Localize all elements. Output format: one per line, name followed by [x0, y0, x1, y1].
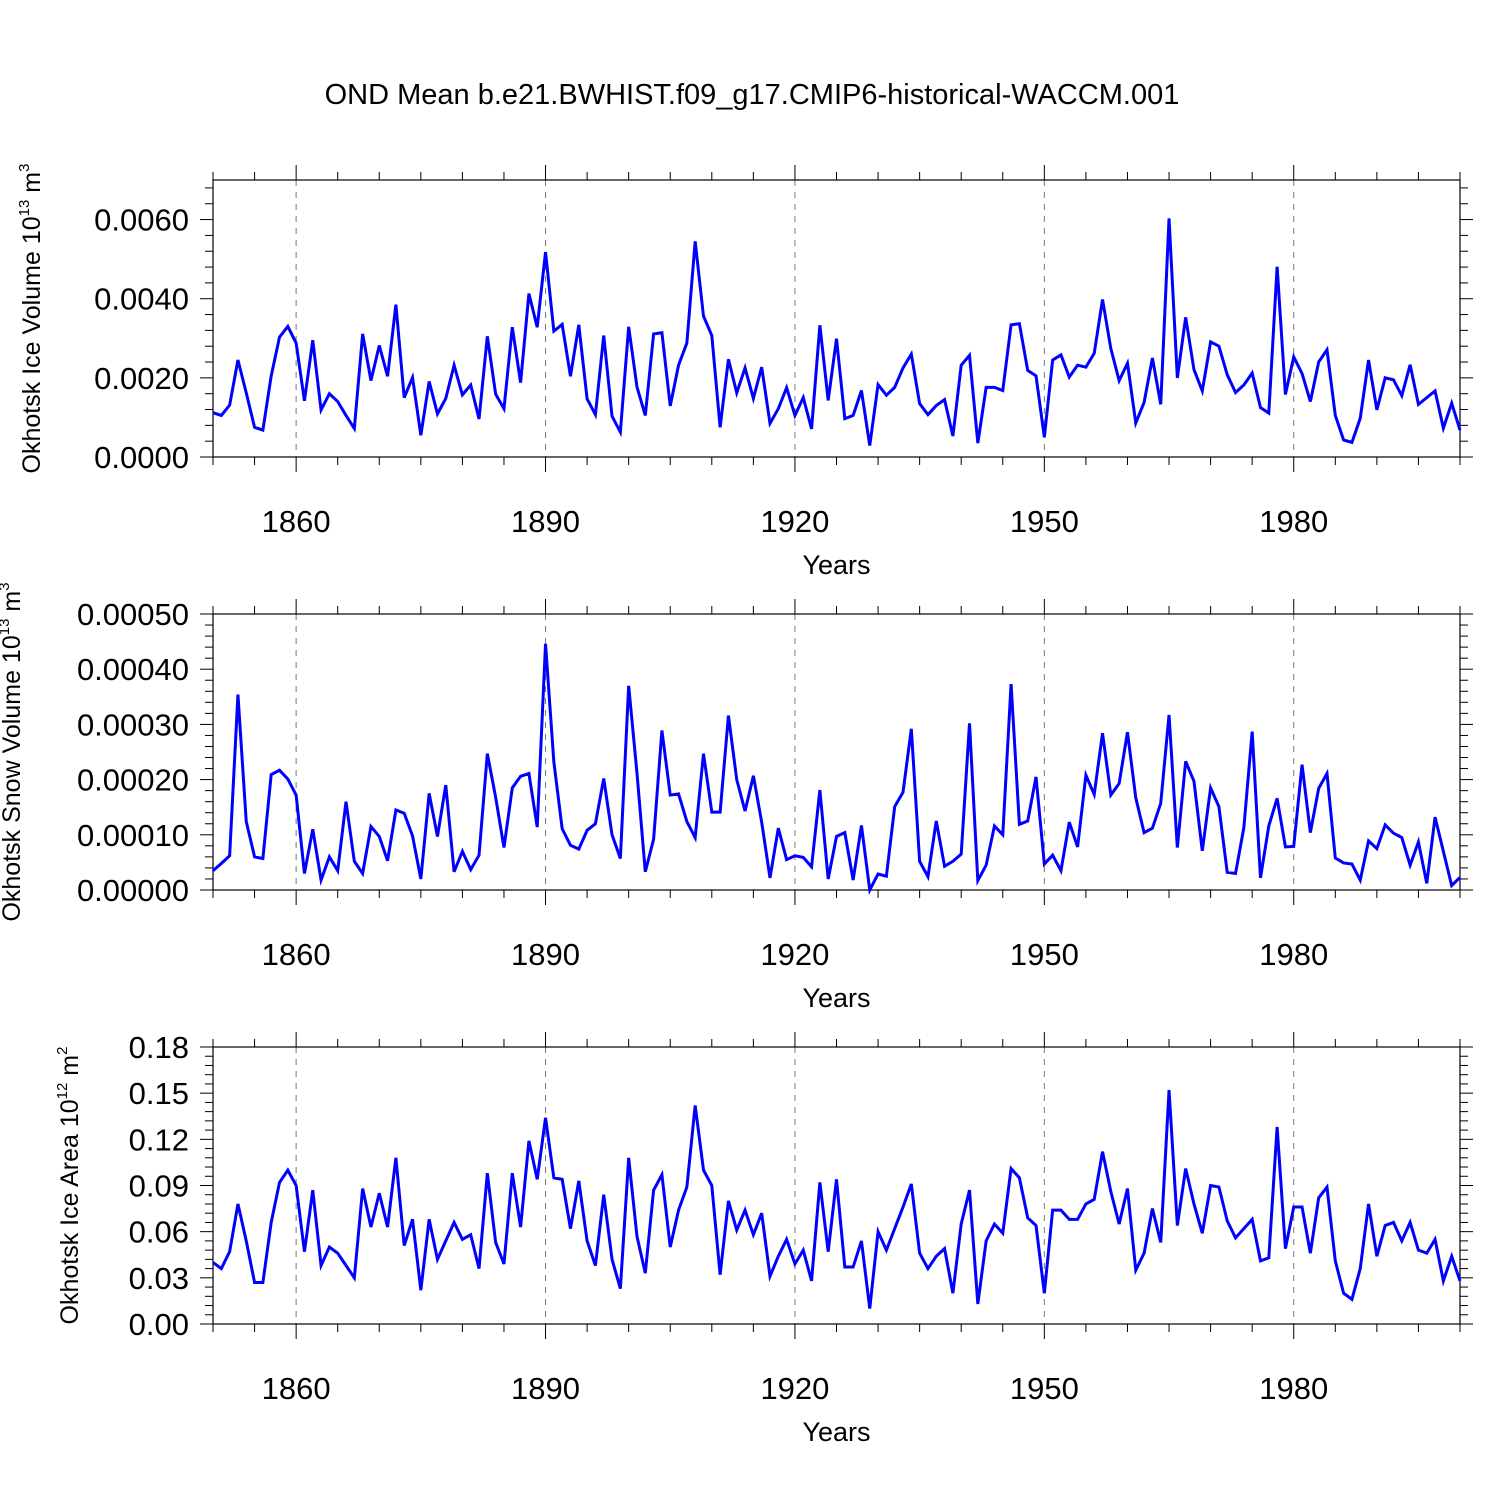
panel-3: 0.00 0.03 0.06 0.09 0.12 0.15 0.18 1860 1890 1920…	[54, 1030, 1473, 1447]
plot-frame	[212, 613, 1461, 891]
series-line	[212, 1089, 1462, 1309]
panels: 0.0000 0.0020 0.0040 0.0060 1860 1890 1920 1950…	[0, 164, 1473, 1447]
panel-1: 0.0000 0.0020 0.0040 0.0060 1860 1890 1920 1950…	[16, 164, 1473, 580]
x-axis-label: Years	[802, 983, 870, 1013]
y-tick-label: 0.00000	[77, 873, 189, 908]
y-tick-label: 0.03	[129, 1261, 189, 1296]
x-tick-label: 1860	[262, 1371, 331, 1406]
y-tick-label: 0.00030	[77, 707, 189, 742]
x-tick-label: 1980	[1259, 504, 1328, 539]
x-tick-label: 1890	[511, 1371, 580, 1406]
x-tick-label: 1950	[1010, 1371, 1079, 1406]
x-tick-label: 1920	[760, 937, 829, 972]
x-tick-label: 1860	[262, 504, 331, 539]
y-tick-label: 0.0060	[94, 203, 189, 238]
x-tick-label: 1920	[760, 504, 829, 539]
y-tick-label: 0.12	[129, 1122, 189, 1157]
x-tick-label: 1950	[1010, 504, 1079, 539]
y-tick-label: 0.0000	[94, 440, 189, 475]
y-tick-label: 0.06	[129, 1215, 189, 1250]
y-axis-label: Okhotsk Ice Area 1012 m2	[54, 1047, 84, 1325]
plot-frame	[212, 1046, 1461, 1325]
y-axis-label: Okhotsk Ice Volume 1013 m3	[16, 164, 46, 474]
chart-title: OND Mean b.e21.BWHIST.f09_g17.CMIP6-hist…	[325, 79, 1180, 111]
x-tick-label: 1860	[262, 937, 331, 972]
series-line	[212, 643, 1462, 895]
x-tick-label: 1890	[511, 937, 580, 972]
y-tick-label: 0.00020	[77, 763, 189, 798]
y-tick-label: 0.00050	[77, 597, 189, 632]
y-tick-label: 0.18	[129, 1030, 189, 1065]
x-axis-label: Years	[802, 1417, 870, 1447]
panel-2: 0.00000 0.00010 0.00020 0.00030 0.00040 0.000…	[0, 582, 1473, 1013]
y-tick-label: 0.09	[129, 1169, 189, 1204]
y-tick-label: 0.0040	[94, 282, 189, 317]
x-tick-label: 1980	[1259, 1371, 1328, 1406]
plot-frame	[212, 179, 1461, 458]
y-tick-label: 0.00010	[77, 818, 189, 853]
y-tick-label: 0.00	[129, 1307, 189, 1342]
y-tick-label: 0.0020	[94, 361, 189, 396]
x-tick-label: 1950	[1010, 937, 1079, 972]
series-line	[212, 218, 1462, 446]
x-tick-label: 1980	[1259, 937, 1328, 972]
x-tick-label: 1920	[760, 1371, 829, 1406]
y-axis-label: Okhotsk Snow Volume 1013 m3	[0, 582, 26, 921]
y-tick-label: 0.15	[129, 1076, 189, 1111]
y-tick-label: 0.00040	[77, 652, 189, 687]
x-axis-label: Years	[802, 550, 870, 580]
x-tick-label: 1890	[511, 504, 580, 539]
